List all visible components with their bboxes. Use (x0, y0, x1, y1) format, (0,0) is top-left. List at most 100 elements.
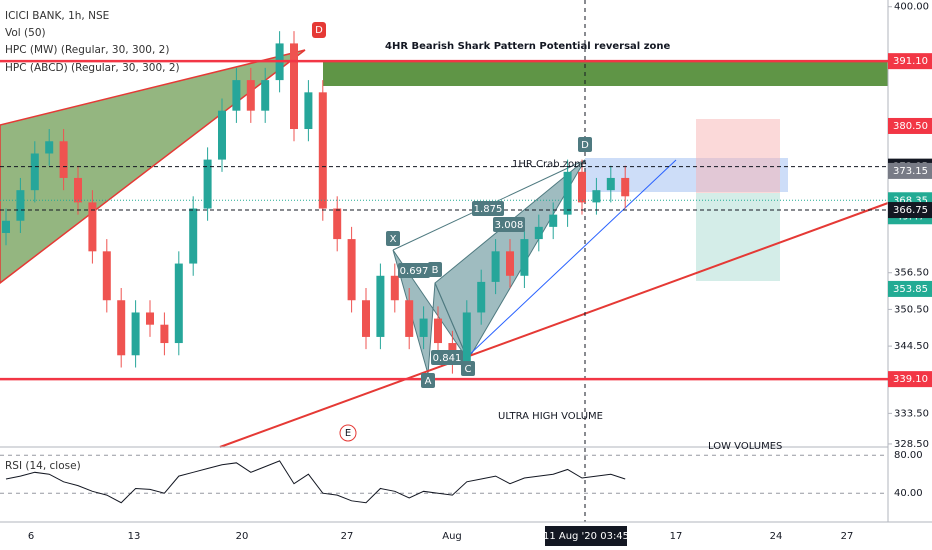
price-badge (888, 202, 932, 219)
candle-body (520, 239, 529, 276)
price-badge-label: 373.15 (893, 166, 928, 177)
candle-body (174, 263, 183, 344)
rsi-title: RSI (14, close) (5, 460, 81, 472)
candle-body (549, 214, 558, 227)
candle-body (117, 300, 126, 356)
y-tick-label: 333.50 (894, 408, 929, 419)
x-tick-label: 20 (236, 531, 249, 542)
candle-body (606, 177, 615, 191)
stop-zone (696, 119, 780, 193)
ratio-label: 1.875 (474, 204, 503, 215)
candle-body (88, 202, 97, 252)
price-badge-label: 391.10 (893, 56, 928, 67)
crosshair-label: 11 Aug '20 03:45 (543, 531, 629, 542)
candle-body (218, 110, 226, 160)
y-tick-label: 80.00 (894, 450, 923, 461)
price-badge (888, 162, 932, 179)
price-badge-label: 380.50 (893, 121, 928, 132)
annotation: 4HR Bearish Shark Pattern Potential reve… (385, 41, 671, 52)
candle-body (146, 312, 154, 325)
candle-body (102, 251, 111, 301)
trend-line (219, 202, 889, 448)
wedge (0, 49, 306, 284)
symbol-title: ICICI BANK, 1h, NSE (5, 10, 109, 22)
indicator: HPC (ABCD) (Regular, 30, 300, 2) (5, 62, 180, 74)
pattern-label: D (315, 25, 323, 36)
y-tick-label: 40.00 (894, 488, 923, 499)
candle-body (563, 171, 572, 215)
price-badge-label: 339.10 (893, 374, 928, 385)
pattern-label: A (425, 376, 432, 387)
x-tick-label: 24 (770, 531, 783, 542)
candle-body (2, 220, 10, 233)
candle-body (290, 43, 298, 130)
indicator: HPC (MW) (Regular, 30, 300, 2) (5, 44, 169, 56)
y-tick-label: 400.00 (894, 2, 929, 13)
candle-body (318, 92, 327, 209)
reversal-zone (323, 62, 888, 86)
marks (0, 31, 888, 381)
candle-body (578, 171, 586, 203)
pattern-label: D (581, 140, 589, 151)
candle-body (16, 190, 25, 221)
ratio-label: 0.841 (433, 353, 462, 364)
annotation: LOW VOLUMES (708, 441, 782, 452)
annotation: ULTRA HIGH VOLUME (498, 411, 603, 422)
candle-body (232, 80, 241, 111)
indicator: Vol (50) (5, 27, 46, 39)
rsi-line (5, 460, 626, 504)
x-tick-label: Aug (442, 531, 462, 542)
candle-body (534, 226, 543, 240)
candle-body (74, 177, 82, 203)
label-boxes (386, 137, 592, 388)
pattern-label: X (390, 234, 397, 245)
price-badge-label: 366.75 (893, 205, 928, 216)
price-badge (888, 53, 932, 70)
crosshair-badge (545, 526, 627, 546)
candle-body (621, 177, 630, 197)
ratio-label: 3.008 (495, 220, 524, 231)
x-tick-label: 27 (841, 531, 854, 542)
candle-body (506, 251, 514, 276)
price-badge (888, 280, 932, 297)
x-tick-label: 27 (341, 531, 354, 542)
candle-body (203, 159, 212, 209)
candle-body (419, 318, 428, 337)
target-zone (696, 193, 780, 281)
y-tick-label: 328.50 (894, 439, 929, 450)
candle-body (592, 190, 601, 203)
x-tick-label: 13 (128, 531, 141, 542)
price-badge (888, 371, 932, 388)
candle-body (477, 281, 486, 313)
candle-body (246, 80, 255, 111)
y-tick-label: 356.50 (894, 268, 929, 279)
candle-body (45, 141, 54, 154)
candle-body (405, 300, 414, 337)
event-marker[interactable] (339, 424, 357, 442)
candle-body (30, 153, 39, 191)
candle-body (59, 141, 68, 178)
price-badge-label: 353.85 (893, 284, 928, 295)
candle-body (189, 208, 198, 264)
candle-body (304, 92, 313, 130)
candle-body (362, 300, 370, 337)
label-box (312, 22, 326, 38)
pattern-label: C (465, 364, 472, 375)
candle-body (376, 275, 385, 337)
y-tick-label: 350.50 (894, 304, 929, 315)
candle-body (462, 312, 471, 362)
price-badge (888, 117, 932, 134)
annotation: 1HR Crab zone (512, 159, 587, 170)
x-tick-label: 6 (28, 531, 34, 542)
ratio-label: 0.697 (400, 266, 429, 277)
candle-body (491, 251, 500, 282)
trend-line (467, 159, 677, 357)
candle-body (261, 80, 270, 111)
candle-body (434, 318, 442, 344)
candle-body (347, 239, 356, 301)
candle-body (131, 312, 140, 356)
candle-body (390, 275, 399, 301)
candle-body (160, 324, 169, 344)
candle-body (333, 208, 342, 240)
